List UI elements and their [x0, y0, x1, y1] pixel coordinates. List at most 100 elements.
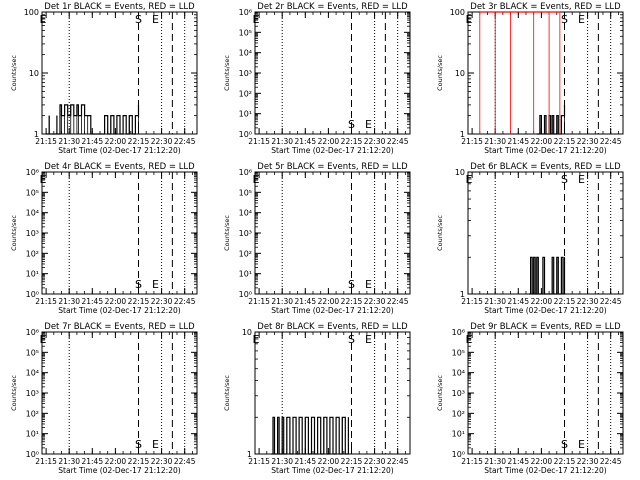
x-tick-label: 21:30 [58, 457, 80, 466]
x-tick-label: 22:30 [151, 297, 173, 306]
x-axis-label: Start Time (02-Dec-17 21:12:20) [484, 306, 606, 315]
x-tick-label: 22:00 [531, 137, 553, 146]
panel-9: Det 9r BLACK = Events, RED = LLD Counts/s… [436, 322, 624, 475]
x-tick-label: 22:15 [554, 137, 576, 146]
marker-label: E [466, 173, 473, 186]
x-tick-label: 22:30 [151, 137, 173, 146]
x-tick-label: 22:30 [364, 137, 386, 146]
y-tick-label: 10¹ [239, 270, 252, 279]
marker-label: S [135, 278, 142, 291]
x-tick-label: 22:30 [577, 137, 599, 146]
x-axis-label: Start Time (02-Dec-17 21:12:20) [271, 306, 393, 315]
y-tick-label: 100 [24, 8, 39, 17]
y-tick-label: 10⁶ [452, 328, 465, 337]
y-tick-label: 10⁵ [239, 188, 252, 197]
y-axis-label: Counts/sec [223, 55, 231, 91]
x-tick-label: 22:15 [128, 137, 150, 146]
y-axis-label: Counts/sec [10, 375, 18, 411]
marker-label: E [466, 333, 473, 346]
x-tick-label: 22:15 [554, 457, 576, 466]
y-tick-label: 10² [26, 409, 39, 418]
x-tick-label: 22:45 [600, 457, 622, 466]
x-tick-label: 21:30 [271, 297, 293, 306]
x-tick-label: 22:45 [600, 137, 622, 146]
x-tick-label: 21:30 [271, 137, 293, 146]
y-axis-label: Counts/sec [436, 375, 444, 411]
x-tick-label: 21:45 [294, 297, 316, 306]
x-tick-label: 21:30 [58, 137, 80, 146]
y-axis-label: Counts/sec [436, 55, 444, 91]
plot-frame [254, 11, 411, 135]
marker-label: S [135, 13, 142, 26]
marker-label: S [135, 438, 142, 451]
panel-title: Det 7r BLACK = Events, RED = LLD [44, 322, 195, 332]
x-tick-label: 21:30 [484, 137, 506, 146]
y-tick-label: 10³ [26, 389, 39, 398]
x-tick-label: 21:15 [248, 297, 270, 306]
x-tick-label: 22:00 [105, 137, 127, 146]
y-tick-label: 10¹ [452, 430, 465, 439]
panel-7: Det 7r BLACK = Events, RED = LLD Counts/s… [10, 322, 198, 475]
series-line [46, 104, 140, 135]
marker-label: E [152, 278, 159, 291]
x-tick-label: 21:30 [484, 457, 506, 466]
y-tick-label: 10¹ [26, 430, 39, 439]
y-tick-label: 10⁵ [26, 188, 39, 197]
marker-label: E [253, 13, 260, 26]
x-tick-label: 22:00 [531, 297, 553, 306]
x-tick-label: 21:45 [81, 297, 103, 306]
panel-4: Det 4r BLACK = Events, RED = LLD Counts/s… [10, 162, 198, 315]
marker-label: E [40, 333, 47, 346]
y-tick-label: 10¹ [239, 110, 252, 119]
marker-label: E [152, 13, 159, 26]
y-axis-label: Counts/sec [223, 215, 231, 251]
x-tick-label: 22:15 [128, 297, 150, 306]
panel-title: Det 8r BLACK = Events, RED = LLD [257, 322, 408, 332]
y-tick-label: 10 [455, 69, 465, 78]
series-line [536, 104, 566, 135]
y-tick-label: 1 [34, 130, 39, 139]
y-axis-label: Counts/sec [436, 215, 444, 251]
x-tick-label: 22:45 [174, 297, 196, 306]
y-tick-label: 10⁴ [452, 369, 465, 378]
x-tick-label: 21:15 [461, 457, 483, 466]
x-tick-label: 22:15 [341, 457, 363, 466]
y-tick-label: 10⁶ [26, 168, 39, 177]
marker-label: S [561, 173, 568, 186]
marker-label: E [40, 173, 47, 186]
y-tick-label: 10⁴ [239, 209, 252, 218]
series-line [271, 416, 349, 455]
x-axis-label: Start Time (02-Dec-17 21:12:20) [271, 466, 393, 475]
y-tick-label: 10² [26, 249, 39, 258]
x-tick-label: 21:15 [35, 457, 57, 466]
x-tick-label: 21:45 [81, 137, 103, 146]
y-tick-label: 10³ [239, 69, 252, 78]
panel-title: Det 9r BLACK = Events, RED = LLD [470, 322, 621, 332]
x-tick-label: 22:30 [364, 297, 386, 306]
y-tick-label: 10² [239, 89, 252, 98]
marker-label: E [578, 438, 585, 451]
x-axis-label: Start Time (02-Dec-17 21:12:20) [484, 146, 606, 155]
y-tick-label: 10² [452, 409, 465, 418]
x-tick-label: 22:00 [318, 457, 340, 466]
plot-frame [467, 171, 624, 295]
x-tick-label: 22:30 [577, 457, 599, 466]
x-axis-label: Start Time (02-Dec-17 21:12:20) [58, 146, 180, 155]
x-axis-label: Start Time (02-Dec-17 21:12:20) [58, 306, 180, 315]
y-tick-label: 1 [247, 450, 252, 459]
marker-label: E [578, 13, 585, 26]
x-tick-label: 21:30 [271, 457, 293, 466]
y-tick-label: 10 [29, 69, 39, 78]
y-axis-label: Counts/sec [223, 375, 231, 411]
x-tick-label: 22:30 [364, 457, 386, 466]
panel-title: Det 5r BLACK = Events, RED = LLD [257, 162, 408, 172]
y-axis-label: Counts/sec [10, 55, 18, 91]
x-tick-label: 22:45 [387, 137, 409, 146]
x-tick-label: 22:15 [341, 137, 363, 146]
x-tick-label: 22:15 [128, 457, 150, 466]
x-tick-label: 22:15 [554, 297, 576, 306]
plot-frame [254, 171, 411, 295]
x-tick-label: 22:45 [174, 137, 196, 146]
y-tick-label: 10⁰ [239, 130, 252, 139]
